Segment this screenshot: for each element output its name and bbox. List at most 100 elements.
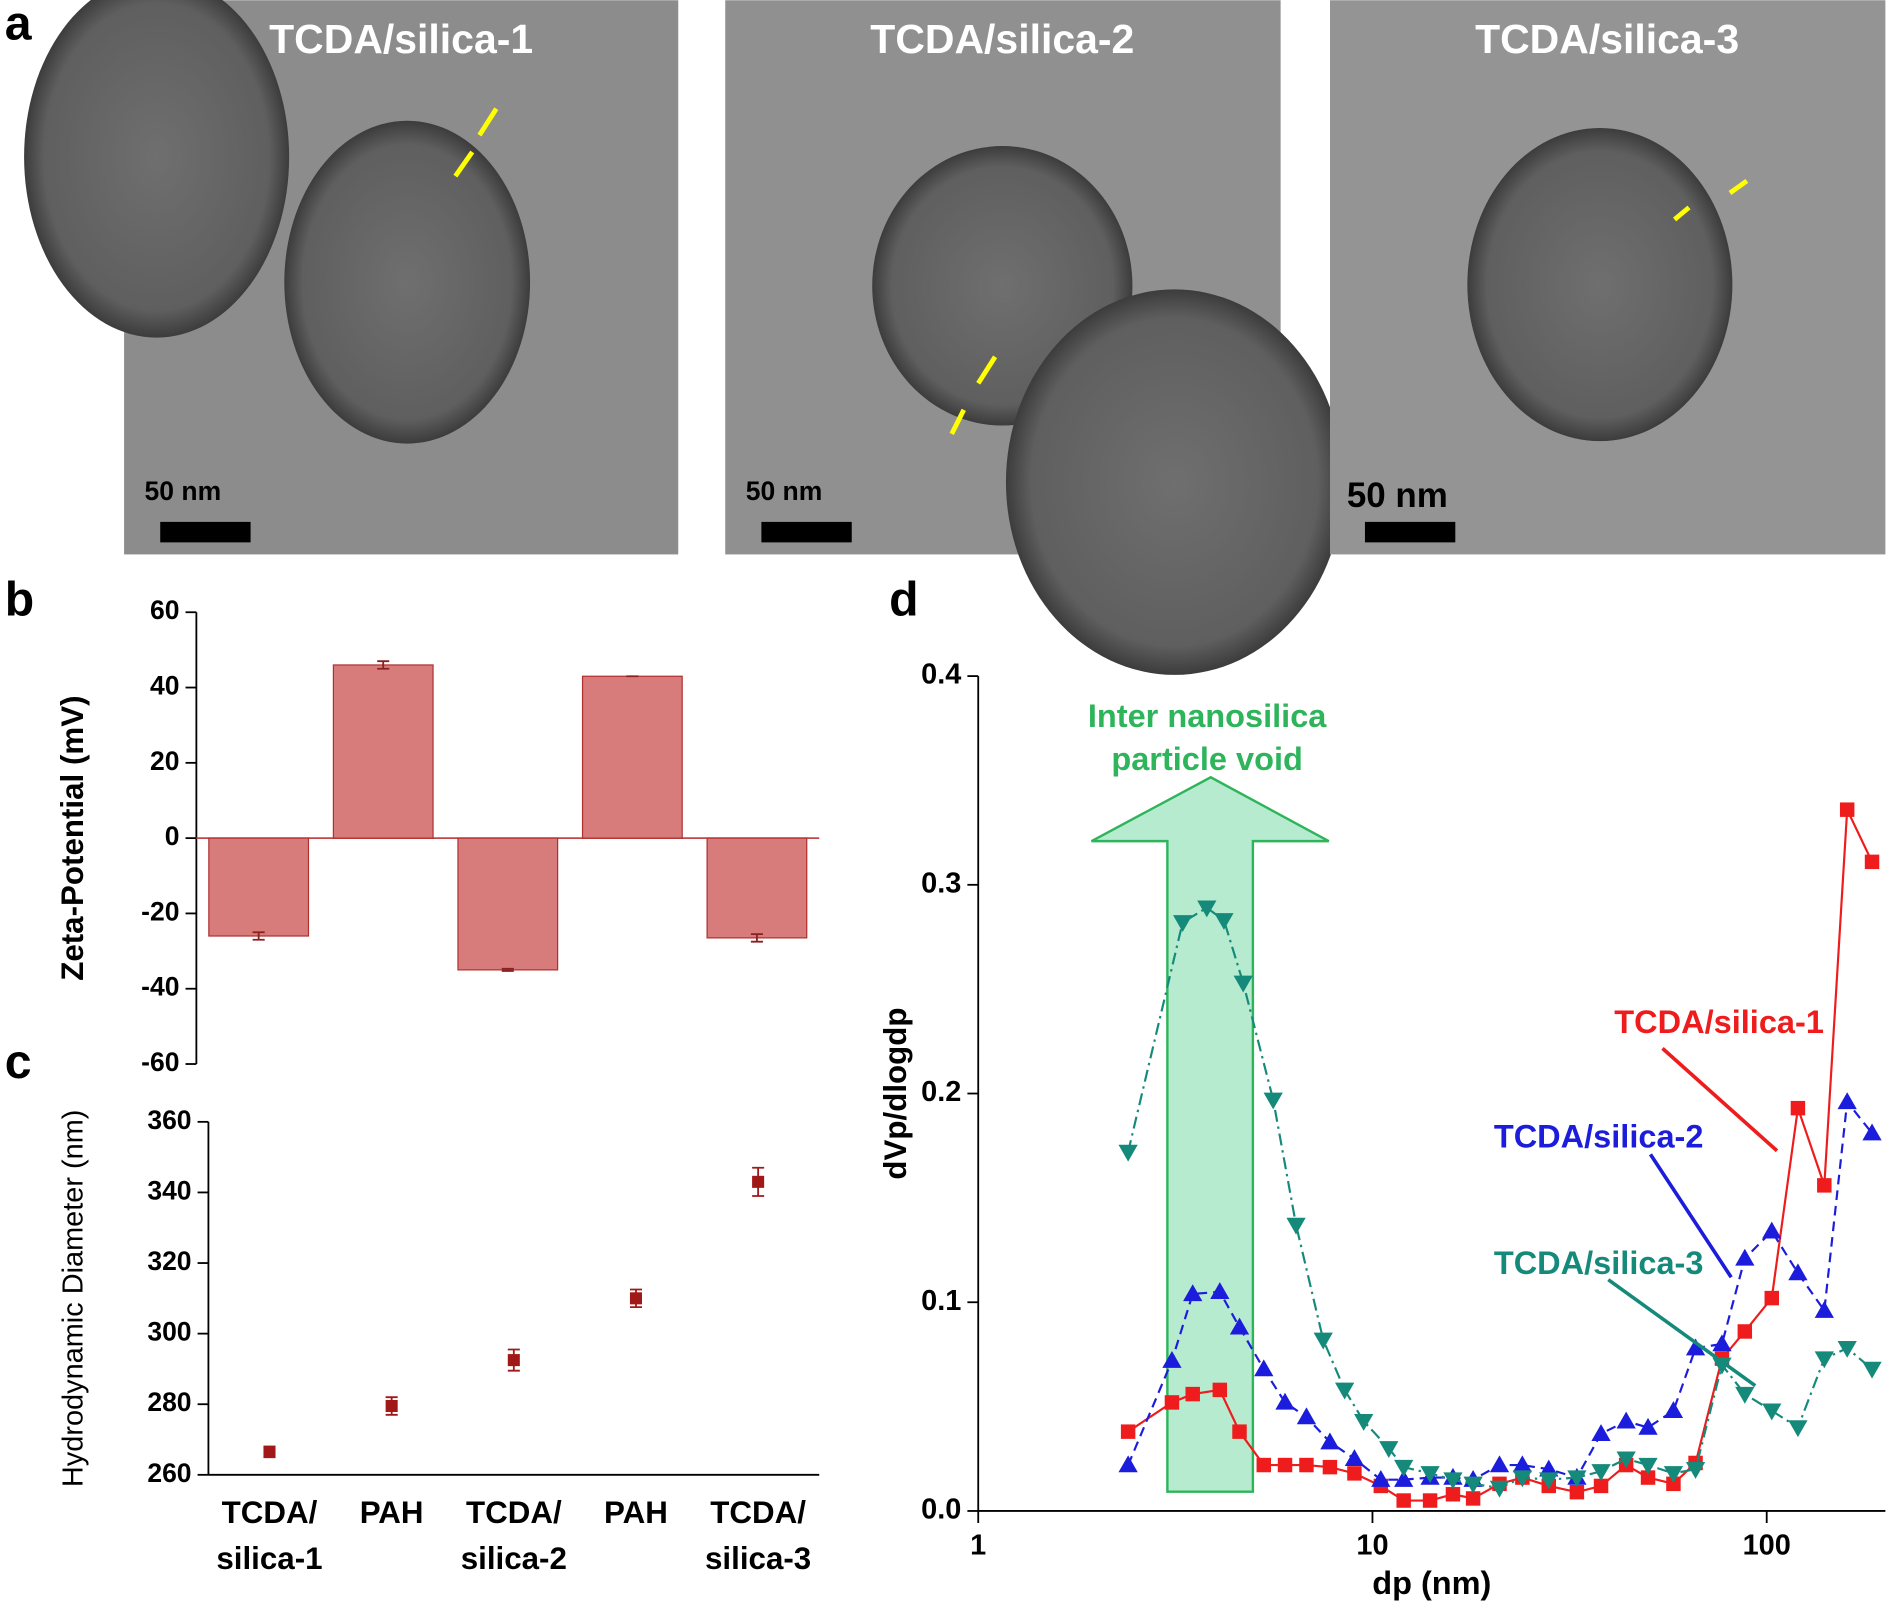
marker [1591,1464,1611,1481]
leader-line [1661,1047,1779,1153]
marker [1839,802,1855,817]
bar [332,664,434,839]
marker [1277,1457,1293,1473]
marker [1173,915,1193,933]
micrograph-title: TCDA/silica-3 [1475,16,1739,62]
x-tick-label: TCDA/ silica-1 [216,1494,323,1577]
x-tick-label-box: PAH [359,1494,424,1531]
y-tick-label: 280 [147,1387,191,1417]
bar [208,837,310,937]
y-axis-label: Hydrodynamic Diameter (nm) [57,1110,89,1487]
marker [1263,1092,1283,1110]
marker [1463,1476,1483,1494]
y-tick-label: 0.2 [921,1076,961,1108]
marker [1420,1466,1440,1484]
x-axis-label: dp (nm) [1372,1565,1491,1601]
y-tick-label: 0.3 [921,867,961,899]
y-tick-label: 360 [147,1105,191,1135]
marker [1232,1424,1247,1439]
marker [1638,1457,1658,1475]
marker [1539,1472,1559,1490]
marker [1666,1476,1681,1492]
marker [1593,1478,1609,1494]
annotation: Inter nanosilica [1088,698,1327,734]
y-tick-label: 340 [147,1175,191,1205]
marker [1663,1466,1684,1484]
marker [1814,1300,1834,1318]
marker [1379,1441,1399,1458]
micrograph-title: TCDA/silica-2 [870,16,1134,62]
marker [1663,1401,1684,1419]
x-tick-label-box: TCDA/ silica-3 [705,1494,811,1576]
bar [706,837,808,939]
marker [1320,1432,1340,1450]
marker [1567,1470,1587,1488]
marker [1465,1491,1481,1506]
x-tick-label: 10 [1356,1530,1388,1562]
marker [1616,1411,1636,1429]
marker [1640,1470,1656,1485]
x-tick-label: PAH [359,1494,424,1531]
marker [1837,1092,1857,1110]
y-axis-label: Zeta-Potential (mV) [55,695,90,980]
marker [1118,1144,1138,1162]
scale-bar-label: 50 nm [746,476,823,506]
marker [1616,1451,1636,1469]
marker [1313,1332,1333,1350]
marker [1685,1461,1706,1479]
y-tick-label: 40 [150,671,179,701]
series-label: TCDA/silica-1 [1614,1004,1824,1040]
marker [1322,1459,1338,1475]
marker [1229,1317,1250,1335]
scale-bar-label: 50 nm [1347,476,1448,515]
series-label: TCDA/silica-3 [1494,1245,1704,1281]
marker [1764,1290,1779,1306]
annotation: particle void [1111,741,1303,777]
y-tick-label: -40 [141,972,179,1002]
marker [1790,1100,1806,1116]
scale-bar-label: 50 nm [145,476,222,506]
marker [1762,1403,1782,1421]
error-bar [750,933,763,943]
marker [1120,1424,1136,1439]
x-tick-label: TCDA/ silica-2 [460,1494,567,1577]
marker [1396,1493,1411,1508]
marker [1489,1480,1510,1498]
x-tick-label: 100 [1743,1530,1791,1562]
marker [1210,1282,1230,1300]
marker [1712,1357,1732,1375]
error-bar [501,967,514,972]
panel-label: d [889,572,918,626]
y-tick-label: 20 [150,746,179,776]
marker [1394,1470,1414,1487]
marker [1445,1487,1461,1502]
marker [1164,1395,1180,1410]
marker [1862,1123,1882,1141]
micrograph: TCDA/silica-1 50 nm [24,0,679,555]
error-bar [252,931,265,941]
marker [1735,1248,1755,1266]
point [385,1399,398,1413]
marker [1837,1340,1857,1358]
marker [1299,1457,1314,1473]
marker [1762,1221,1782,1239]
micrograph: TCDA/silica-3 50 nm [1330,0,1886,555]
marker [1685,1338,1706,1356]
marker [1489,1455,1510,1473]
micrograph: TCDA/silica-2 50 nm [725,0,1344,675]
y-tick-label: 0.4 [921,659,961,691]
y-tick-label: -60 [141,1047,179,1077]
series-label: TCDA/silica-2 [1494,1118,1704,1154]
leader-line [1648,1153,1733,1279]
marker [1422,1493,1438,1508]
marker [1183,1284,1203,1302]
y-tick-label: -20 [141,896,179,926]
y-tick-label: 300 [147,1317,191,1347]
point [263,1445,276,1458]
y-tick-label: 260 [147,1458,191,1488]
x-tick-label-box: PAH [604,1494,668,1530]
leader-line [1607,1278,1757,1388]
y-axis-label: dVp/dlogdp [878,1007,913,1179]
